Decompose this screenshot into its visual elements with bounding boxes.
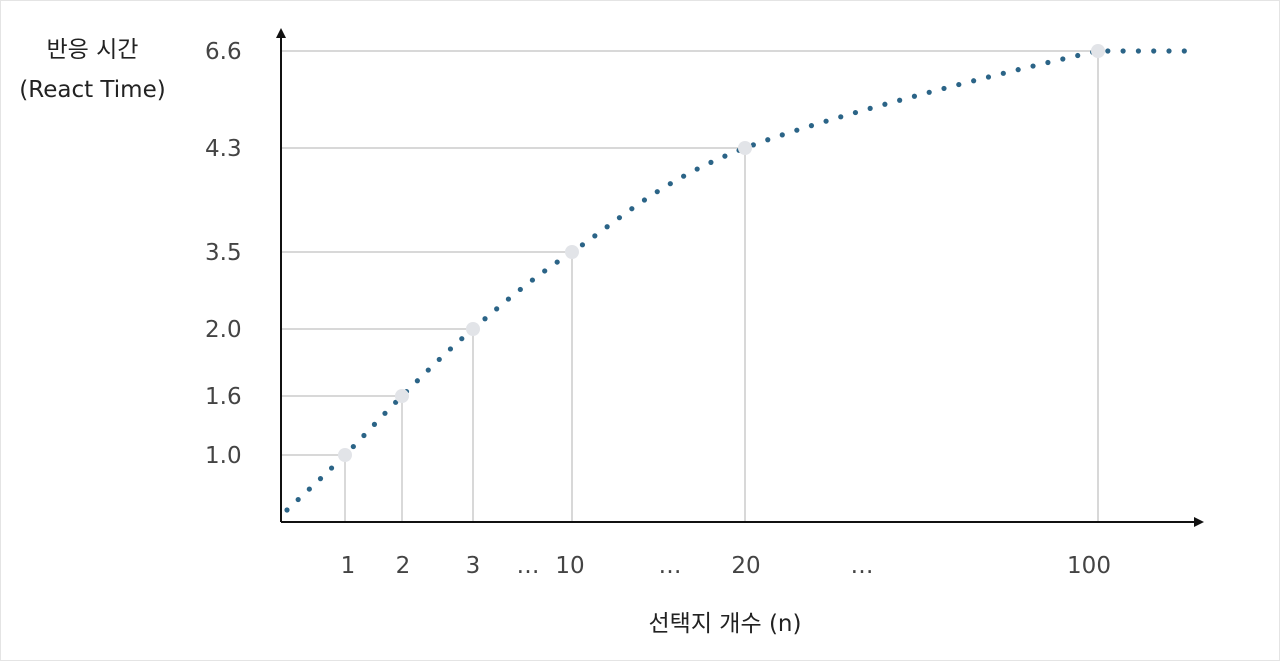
y-axis-arrow — [276, 28, 286, 38]
curve-dot — [295, 496, 301, 503]
x-axis-title: 선택지 개수 (n) — [648, 611, 802, 637]
curve-dot — [361, 432, 367, 439]
highlight-point — [466, 322, 480, 336]
curve-dot — [604, 224, 610, 230]
curve-dot — [808, 123, 815, 129]
curve-dot — [694, 166, 700, 172]
x-tick-label: 3 — [466, 553, 481, 579]
curve-dot — [708, 159, 714, 165]
curve-dot — [956, 81, 962, 88]
curve-dot — [1166, 48, 1172, 54]
curve-dot — [765, 137, 771, 143]
y-tick-label: 3.5 — [205, 240, 242, 266]
x-tick-labels: 1 2 3 … 10 … 20 … 100 — [341, 553, 1111, 579]
curve-dot — [838, 114, 844, 120]
curve-dot — [629, 206, 635, 212]
y-tick-label: 1.0 — [205, 443, 242, 469]
x-tick-label: 2 — [396, 553, 411, 579]
y-axis-title-line1: 반응 시간 — [46, 37, 139, 63]
curve-dot — [926, 89, 932, 95]
curve-dot — [482, 316, 488, 322]
y-tick-labels: 1.0 1.6 2.0 3.5 4.3 6.6 — [205, 39, 242, 469]
highlight-point — [338, 448, 352, 462]
curve-dot — [654, 189, 660, 195]
curve-dot — [722, 153, 728, 159]
guide-lines — [281, 50, 1099, 522]
curve-dot — [852, 109, 859, 116]
highlighted-points — [338, 44, 1105, 462]
curve-dot — [681, 173, 687, 179]
curve-dot — [1105, 48, 1111, 54]
curve-dot — [1075, 52, 1081, 59]
curve-dot — [350, 443, 356, 450]
curve-dot — [317, 476, 324, 482]
curve-dot — [897, 97, 903, 103]
curve-dot — [867, 105, 873, 111]
y-tick-label: 4.3 — [205, 136, 242, 162]
curve-dot — [284, 507, 290, 513]
x-tick-label: 20 — [731, 553, 760, 579]
curve-dot — [393, 399, 399, 405]
curve-dot — [542, 268, 548, 274]
x-tick-label: … — [517, 553, 540, 579]
x-tick-label: 1 — [341, 553, 356, 579]
curve-dot — [494, 306, 500, 312]
curve-dot — [971, 78, 977, 84]
curve-series — [284, 48, 1187, 513]
curve-dot — [779, 132, 785, 138]
curve-dot — [1120, 48, 1126, 54]
curve-dot — [517, 286, 523, 293]
curve-dot — [592, 233, 598, 239]
curve-dot — [1151, 48, 1157, 54]
curve-dot — [505, 296, 512, 302]
curve-dot — [1060, 56, 1066, 62]
curve-dot — [941, 85, 947, 92]
curve-dot — [554, 259, 560, 265]
curve-dot — [529, 277, 536, 283]
curve-dot — [371, 421, 378, 427]
x-axis-arrow — [1194, 517, 1204, 527]
curve-dot — [436, 356, 442, 363]
y-tick-label: 1.6 — [205, 384, 242, 410]
curve-dot — [985, 74, 992, 80]
curve-dot — [306, 486, 312, 492]
x-tick-label: … — [851, 553, 874, 579]
curve-dot — [1045, 59, 1051, 66]
highlight-point — [1091, 44, 1105, 58]
highlight-point — [738, 141, 752, 155]
curve-dot — [447, 346, 454, 352]
curve-dot — [579, 242, 586, 248]
curve-dot — [882, 101, 888, 107]
x-tick-label: 10 — [555, 553, 584, 579]
curve-dot — [750, 142, 756, 148]
curve-dot — [459, 336, 465, 342]
y-axis-title-line2: (React Time) — [19, 77, 166, 103]
curve-dot — [1181, 48, 1187, 54]
x-tick-label: 100 — [1067, 553, 1111, 579]
curve-dot — [667, 181, 673, 187]
axes — [276, 28, 1204, 527]
curve-dot — [1135, 48, 1142, 54]
x-tick-label: … — [659, 553, 682, 579]
curve-dot — [641, 197, 648, 203]
curve-dot — [328, 465, 335, 471]
curve-dot — [1015, 67, 1021, 73]
highlight-point — [565, 245, 579, 259]
curve-dot — [911, 93, 918, 99]
curve-dot — [616, 215, 623, 221]
y-tick-label: 2.0 — [205, 317, 242, 343]
curve-dot — [794, 127, 800, 133]
curve-dot — [382, 410, 388, 416]
y-tick-label: 6.6 — [205, 39, 242, 65]
curve-dot — [823, 118, 829, 124]
highlight-point — [395, 389, 409, 403]
curve-dot — [1000, 70, 1006, 76]
y-axis-title: 반응 시간 (React Time) — [10, 30, 175, 110]
curve-dot — [414, 378, 420, 384]
curve-dot — [425, 367, 431, 373]
curve-dot — [1030, 63, 1036, 69]
